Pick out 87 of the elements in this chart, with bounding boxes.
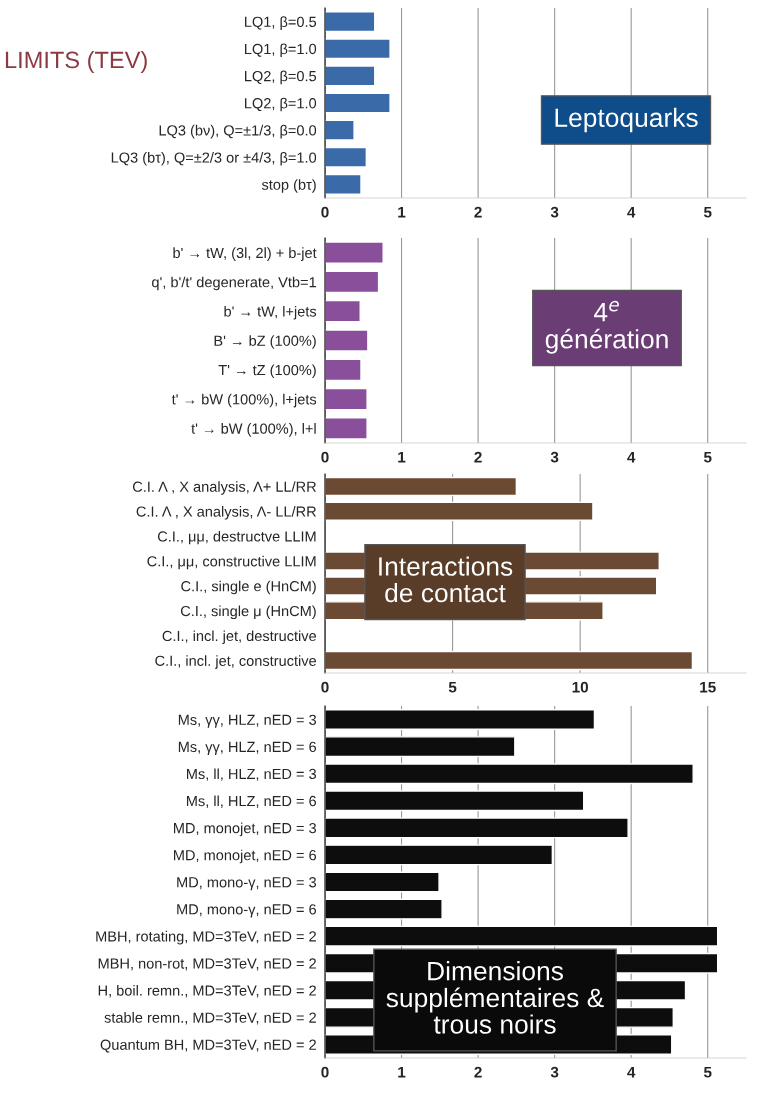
bar (325, 173, 362, 195)
y-tick-label: q', b'/t' degenerate, Vtb=1 (152, 276, 316, 291)
x-tick-label: 0 (321, 1066, 329, 1078)
x-tick-label: 5 (703, 451, 712, 463)
x-tick-label: 5 (703, 1066, 712, 1078)
annotation: Leptoquarks (555, 107, 698, 133)
y-tick-label: stable remn., MD=3TeV, nED = 2 (104, 1012, 316, 1025)
bar (325, 146, 368, 168)
y-tick-label: T' → tZ (100%) (218, 364, 316, 379)
bar (325, 11, 376, 33)
y-tick-label: C.I., single e (HnCM) (181, 580, 316, 595)
x-tick-label: 2 (474, 206, 482, 218)
y-tick-label: MD, mono-γ, nED = 6 (177, 904, 317, 918)
bar (325, 270, 380, 294)
y-tick-label: stop (bτ) (261, 179, 316, 193)
x-tick-label: 1 (398, 1066, 406, 1078)
y-tick-label: MD, monojet, nED = 3 (174, 822, 317, 837)
text: LIMITS (TEV) (5, 51, 147, 73)
y-tick-label: Ms, γγ, HLZ, nED = 3 (178, 714, 317, 728)
x-tick-label: 0 (321, 206, 329, 218)
y-tick-label: t' → bW (100%), l+jets (171, 393, 317, 408)
bar (325, 871, 440, 893)
y-tick-label: C.I. Λ , X analysis, Λ+ LL/RR (132, 481, 316, 495)
y-tick-label: b' → tW, l+jets (224, 305, 317, 320)
bar (325, 417, 368, 440)
y-tick-label: MD, monojet, nED = 6 (174, 849, 317, 864)
bar (325, 65, 376, 87)
y-tick-label: b' → tW, (3l, 2l) + b-jet (173, 247, 317, 261)
x-tick-label: 4 (627, 206, 636, 218)
bar (325, 38, 391, 60)
bar (325, 736, 516, 758)
y-tick-label: C.I., μμ, destructve LLIM (157, 530, 316, 545)
y-tick-label: Ms, ll, HLZ, nED = 6 (186, 795, 317, 808)
y-tick-label: C.I., μμ, constructive LLIM (147, 555, 316, 570)
bar (325, 898, 443, 920)
x-tick-label: 5 (703, 206, 712, 218)
x-tick-label: 3 (550, 206, 559, 218)
y-tick-label: LQ2, β=0.5 (245, 70, 317, 85)
y-tick-label: C.I., incl. jet, constructive (155, 655, 317, 669)
y-tick-label: LQ3 (bν), Q=±1/3, β=0.0 (159, 124, 317, 139)
y-tick-label: MBH, non-rot, MD=3TeV, nED = 2 (98, 958, 316, 971)
x-tick-label: 2 (474, 451, 482, 463)
y-tick-label: H, boil. remn., MD=3TeV, nED = 2 (98, 985, 316, 998)
x-tick-label: 5 (448, 681, 457, 693)
bar (325, 650, 694, 671)
bar (325, 241, 384, 264)
x-tick-label: 15 (700, 681, 716, 693)
y-tick-label: MD, mono-γ, nED = 3 (177, 877, 317, 891)
x-tick-label: 3 (550, 451, 559, 463)
annotation: Interactions de contact (379, 556, 513, 603)
y-tick-label: Quantum BH, MD=3TeV, nED = 2 (100, 1039, 316, 1053)
y-tick-label: t' → bW (100%), l+l (191, 423, 316, 437)
bar (325, 844, 554, 866)
bar (325, 476, 518, 497)
y-tick-label: C.I., single μ (HnCM) (180, 605, 316, 620)
bar (325, 358, 362, 382)
x-tick-label: 0 (321, 681, 329, 693)
annotation: Dimensions supplémentaires & trous noirs (386, 961, 604, 1034)
x-tick-label: 1 (398, 206, 406, 218)
bar (325, 329, 369, 352)
y-tick-label: B' → bZ (100%) (214, 335, 316, 349)
y-tick-label: C.I. Λ , X analysis, Λ- LL/RR (136, 506, 316, 520)
bar (325, 817, 629, 839)
bar (325, 92, 391, 114)
y-tick-label: C.I., incl. jet, destructive (162, 630, 317, 644)
bar (325, 501, 594, 521)
bar (325, 119, 355, 141)
bar (325, 790, 585, 812)
bar (325, 387, 368, 411)
bar (325, 299, 361, 323)
y-tick-label: Ms, ll, HLZ, nED = 3 (186, 768, 317, 781)
bar (325, 709, 596, 730)
x-tick-label: 4 (627, 1066, 636, 1078)
x-tick-label: 10 (572, 681, 589, 693)
x-tick-label: 0 (321, 451, 329, 463)
bar (325, 763, 694, 785)
x-tick-label: 4 (627, 451, 636, 463)
x-tick-label: 1 (398, 451, 406, 463)
y-tick-label: Ms, γγ, HLZ, nED = 6 (178, 741, 317, 755)
y-tick-label: LQ1, β=0.5 (245, 16, 317, 30)
y-tick-label: LQ1, β=1.0 (245, 43, 317, 58)
x-tick-label: 3 (550, 1066, 559, 1078)
y-tick-label: LQ3 (bτ), Q=±2/3 or ±4/3, β=1.0 (111, 152, 317, 166)
annotation: 4$^{e}$ génération (545, 300, 668, 354)
y-tick-label: MBH, rotating, MD=3TeV, nED = 2 (96, 930, 316, 945)
x-tick-label: 2 (474, 1066, 482, 1078)
y-tick-label: LQ2, β=1.0 (245, 97, 317, 112)
